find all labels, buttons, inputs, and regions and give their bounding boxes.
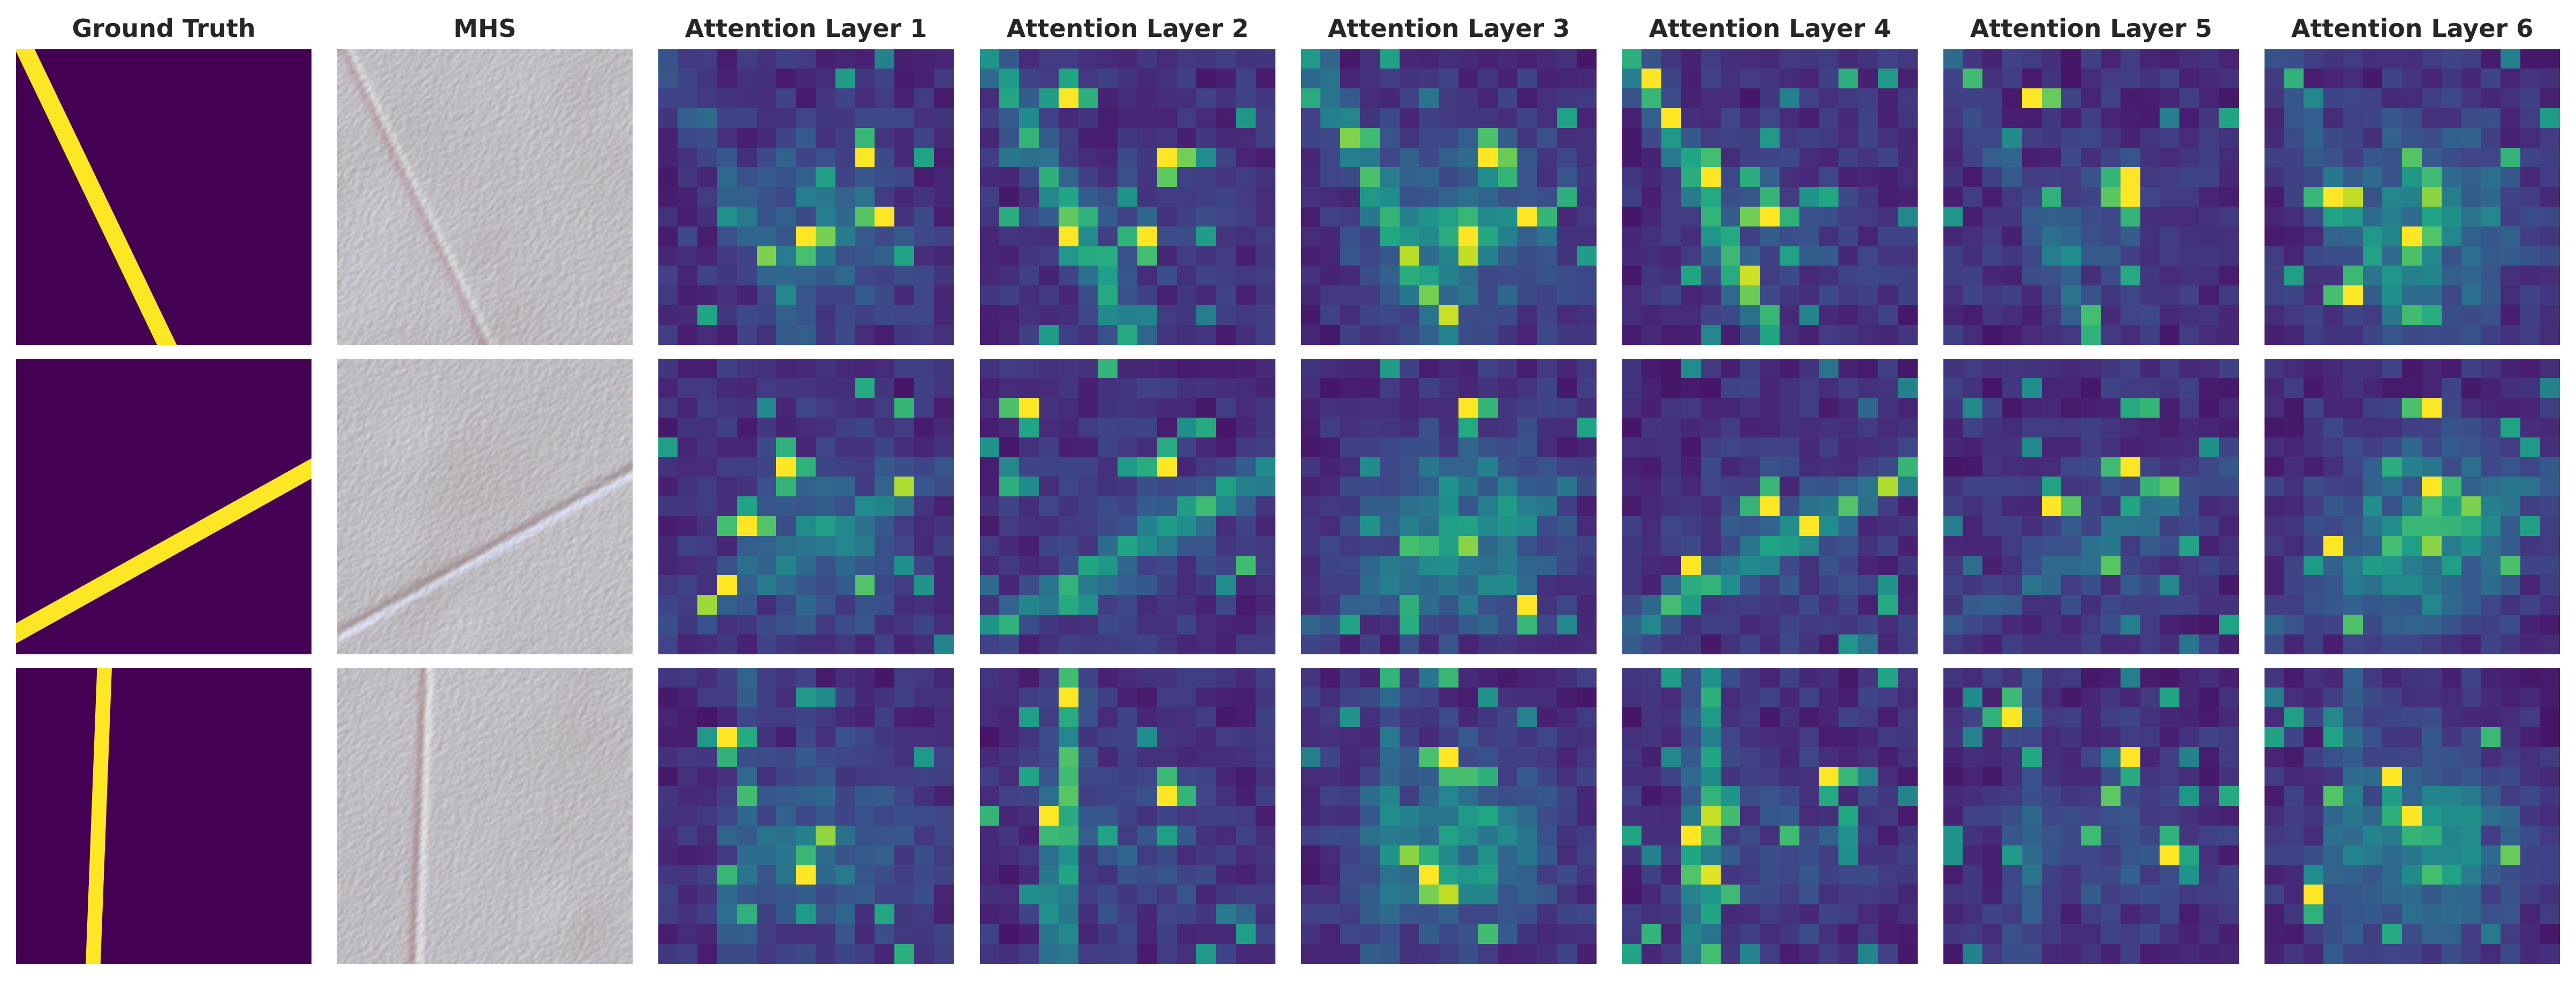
attention-panel-row-3-layer-4 (1622, 668, 1918, 964)
attention-image (2265, 359, 2560, 654)
hillshade-panel-row-1 (337, 49, 633, 345)
attention-image (1943, 359, 2239, 654)
attention-panel-row-2-layer-1 (658, 359, 954, 654)
attention-image (1622, 668, 1918, 964)
mask-panel-row-2 (16, 359, 311, 654)
attention-image (1301, 49, 1597, 345)
attention-image (658, 359, 954, 654)
column-title-0: Ground Truth (72, 14, 256, 43)
attention-panel-row-2-layer-5 (1943, 359, 2239, 654)
attention-panel-row-1-layer-5 (1943, 49, 2239, 345)
column-title-3: Attention Layer 2 (1006, 14, 1249, 43)
attention-panel-row-2-layer-3 (1301, 359, 1597, 654)
attention-panel-row-1-layer-3 (1301, 49, 1597, 345)
mask-image (16, 359, 311, 654)
hillshade-image (337, 49, 633, 345)
mask-image (16, 49, 311, 345)
attention-image (2265, 49, 2560, 345)
attention-image (980, 668, 1275, 964)
attention-panel-row-2-layer-2 (980, 359, 1275, 654)
attention-image (658, 668, 954, 964)
attention-panel-row-1-layer-4 (1622, 49, 1918, 345)
attention-image (1943, 49, 2239, 345)
column-title-4: Attention Layer 3 (1327, 14, 1570, 43)
attention-image (1622, 359, 1918, 654)
attention-panel-row-1-layer-6 (2265, 49, 2560, 345)
attention-image (1943, 668, 2239, 964)
attention-panel-row-3-layer-3 (1301, 668, 1597, 964)
attention-image (1301, 359, 1597, 654)
attention-image (980, 49, 1275, 345)
mask-image (16, 668, 311, 964)
column-title-5: Attention Layer 4 (1648, 14, 1891, 43)
attention-panel-row-3-layer-5 (1943, 668, 2239, 964)
hillshade-panel-row-3 (337, 668, 633, 964)
hillshade-image (337, 359, 633, 654)
mask-panel-row-3 (16, 668, 311, 964)
attention-image (1622, 49, 1918, 345)
attention-panel-row-2-layer-4 (1622, 359, 1918, 654)
column-title-7: Attention Layer 6 (2291, 14, 2534, 43)
attention-image (2265, 668, 2560, 964)
attention-panel-row-1-layer-2 (980, 49, 1275, 345)
mask-panel-row-1 (16, 49, 311, 345)
attention-panel-row-2-layer-6 (2265, 359, 2560, 654)
attention-panel-row-3-layer-6 (2265, 668, 2560, 964)
attention-panel-row-1-layer-1 (658, 49, 954, 345)
column-title-1: MHS (453, 14, 516, 43)
column-title-2: Attention Layer 1 (685, 14, 928, 43)
hillshade-image (337, 668, 633, 964)
attention-image (1301, 668, 1597, 964)
attention-image (980, 359, 1275, 654)
column-title-6: Attention Layer 5 (1970, 14, 2213, 43)
hillshade-panel-row-2 (337, 359, 633, 654)
attention-panel-row-3-layer-2 (980, 668, 1275, 964)
attention-panel-row-3-layer-1 (658, 668, 954, 964)
attention-image (658, 49, 954, 345)
